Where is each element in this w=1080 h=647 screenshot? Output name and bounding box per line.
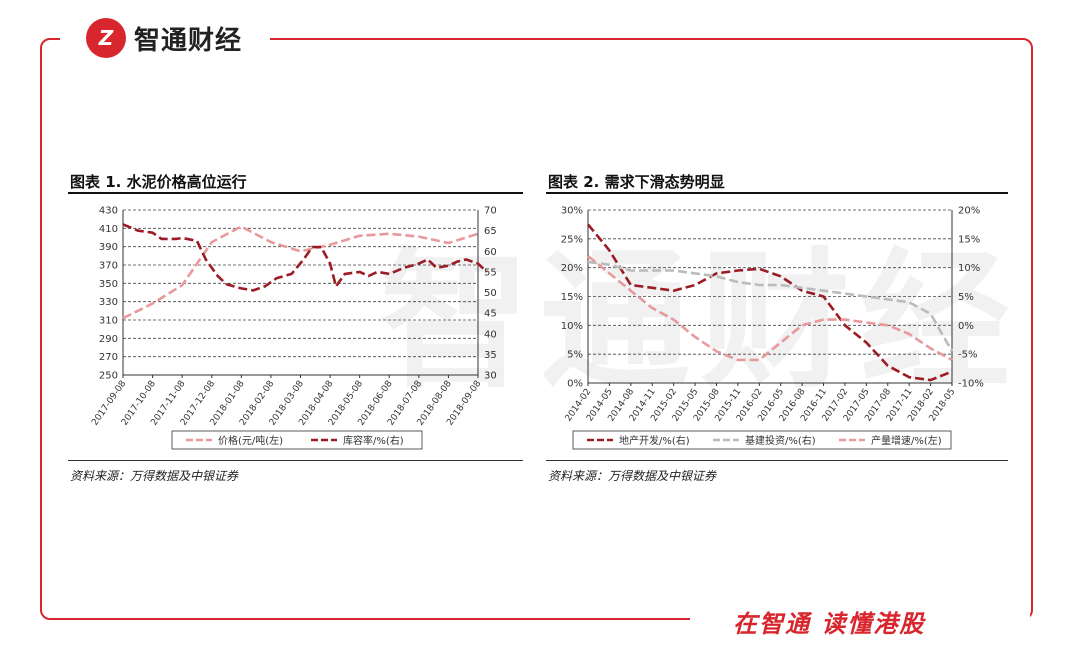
watermark: 智通财经	[380, 235, 1021, 409]
y-right-tick-label: 20%	[958, 206, 980, 217]
y-right-tick-label: 15%	[958, 234, 980, 245]
y-left-tick-label: 250	[99, 371, 118, 382]
series-line-2	[122, 223, 488, 292]
y-left-tick-label: 270	[99, 352, 118, 363]
y-right-tick-label: 55	[484, 267, 497, 278]
chart1-title-rule	[68, 192, 523, 194]
content-frame	[40, 38, 1033, 620]
y-left-tick-label: 0%	[567, 379, 583, 390]
brand-logo: Z 智通财经	[86, 18, 242, 58]
y-right-tick-label: 10%	[958, 263, 980, 274]
y-right-tick-label: 50	[484, 288, 497, 299]
y-right-tick-label: 5%	[958, 292, 974, 303]
chart1-source: 资料来源：万得数据及中银证券	[70, 469, 239, 483]
chart1-title: 图表 1. 水泥价格高位运行	[70, 173, 247, 191]
y-left-tick-label: 350	[99, 279, 118, 290]
legend-label-3: 产量增速/%(左)	[871, 434, 942, 447]
y-left-tick-label: 370	[99, 261, 118, 272]
chart1-bottom-rule	[68, 460, 523, 461]
y-left-tick-label: 390	[99, 242, 118, 253]
chart2-title: 图表 2. 需求下滑态势明显	[548, 173, 725, 191]
footer-mask	[690, 605, 1030, 635]
y-right-tick-label: 70	[484, 206, 497, 217]
legend-box	[572, 430, 952, 450]
footer-slogan: 在智通 读懂港股	[733, 610, 926, 638]
y-left-tick-label: 330	[99, 297, 118, 308]
y-left-tick-label: 25%	[561, 234, 583, 245]
y-right-tick-label: 30	[484, 371, 497, 382]
series-line-2	[587, 260, 954, 352]
y-left-tick-label: 430	[99, 206, 118, 217]
y-right-tick-label: 35	[484, 350, 497, 361]
y-right-tick-label: -10%	[958, 379, 984, 390]
y-right-tick-label: -5%	[958, 350, 977, 361]
chart2-svg: 0%5%10%15%20%25%30%-10%-5%0%5%10%15%20%2…	[561, 206, 984, 450]
chart2-source: 资料来源：万得数据及中银证券	[548, 469, 717, 483]
y-right-tick-label: 60	[484, 247, 497, 258]
legend-label-2: 基建投资/%(右)	[745, 434, 816, 447]
legend-label-2: 库容率/%(右)	[343, 434, 404, 447]
y-left-tick-label: 5%	[567, 350, 583, 361]
legend-label-1: 价格(元/吨(左)	[218, 434, 283, 447]
y-left-tick-label: 20%	[561, 263, 583, 274]
legend-label-1: 地产开发/%(右)	[619, 434, 690, 447]
y-left-tick-label: 30%	[561, 206, 583, 217]
y-right-tick-label: 45	[484, 309, 497, 320]
y-left-tick-label: 410	[99, 224, 118, 235]
y-right-tick-label: 65	[484, 226, 497, 237]
chart2-bottom-rule	[546, 460, 1008, 461]
y-left-tick-label: 10%	[561, 321, 583, 332]
y-right-tick-label: 40	[484, 329, 497, 340]
y-right-tick-label: 0%	[958, 321, 974, 332]
logo-mark-icon: Z	[86, 18, 126, 58]
y-left-tick-label: 15%	[561, 292, 583, 303]
y-left-tick-label: 310	[99, 316, 118, 327]
series-line-1	[122, 225, 479, 320]
logo-text: 智通财经	[134, 25, 243, 56]
series-line-1	[586, 223, 953, 382]
legend-box	[171, 430, 423, 450]
chart1-svg: 250 270 290 310 330 350 370 390 410 430 30 35 40 45 50…	[90, 206, 497, 450]
y-left-tick-label: 290	[99, 334, 118, 345]
chart2-title-rule	[546, 192, 1008, 194]
